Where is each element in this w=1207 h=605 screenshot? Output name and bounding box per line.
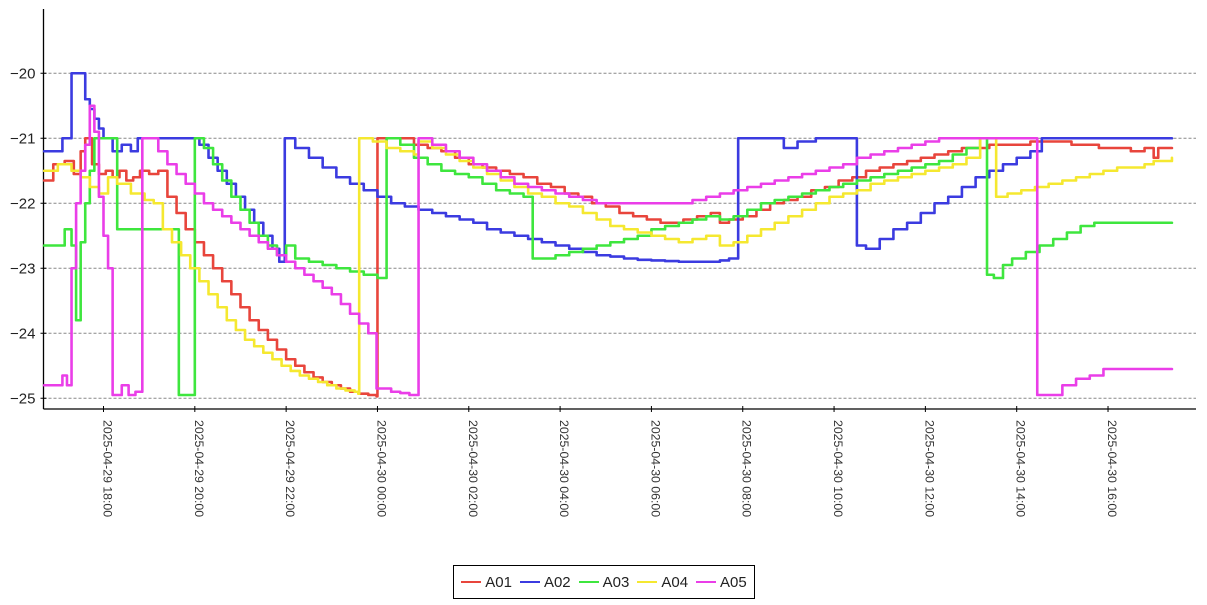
svg-text:2025-04-30 04:00: 2025-04-30 04:00 bbox=[557, 420, 571, 517]
svg-text:2025-04-30 02:00: 2025-04-30 02:00 bbox=[466, 420, 480, 517]
svg-text:2025-04-29 22:00: 2025-04-29 22:00 bbox=[283, 420, 297, 517]
svg-text:2025-04-29 20:00: 2025-04-29 20:00 bbox=[192, 420, 206, 517]
svg-text:2025-04-30 06:00: 2025-04-30 06:00 bbox=[648, 420, 662, 517]
svg-text:2025-04-30 16:00: 2025-04-30 16:00 bbox=[1105, 420, 1119, 517]
svg-text:2025-04-30 00:00: 2025-04-30 00:00 bbox=[374, 420, 388, 517]
svg-text:2025-04-30 14:00: 2025-04-30 14:00 bbox=[1014, 420, 1028, 517]
svg-text:2025-04-29 18:00: 2025-04-29 18:00 bbox=[101, 420, 115, 517]
svg-text:−23: −23 bbox=[10, 260, 35, 277]
svg-text:−20: −20 bbox=[10, 65, 35, 82]
svg-text:2025-04-30 10:00: 2025-04-30 10:00 bbox=[831, 420, 845, 517]
svg-text:−25: −25 bbox=[10, 390, 35, 407]
svg-text:−24: −24 bbox=[10, 325, 35, 342]
svg-text:−22: −22 bbox=[10, 195, 35, 212]
svg-text:−21: −21 bbox=[10, 130, 35, 147]
svg-text:2025-04-30 12:00: 2025-04-30 12:00 bbox=[922, 420, 936, 517]
svg-text:2025-04-30 08:00: 2025-04-30 08:00 bbox=[740, 420, 754, 517]
